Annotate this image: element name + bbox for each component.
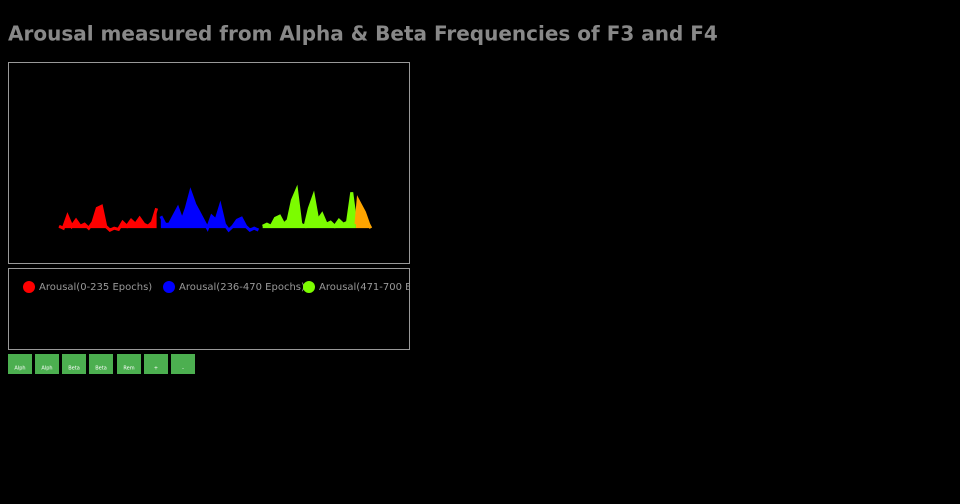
button[interactable] xyxy=(35,354,59,374)
legend-label: Arousal(0-235 Epochs) xyxy=(39,282,152,293)
button[interactable] xyxy=(144,354,168,374)
toolbar: Alph Alph Beta Beta Rem + - xyxy=(8,354,195,374)
plot-area xyxy=(58,184,373,233)
line xyxy=(262,184,358,229)
legend-label: Arousal(236-470 Epochs) xyxy=(179,282,305,293)
legend-marker xyxy=(163,281,175,293)
button-label[interactable]: Alph xyxy=(14,366,25,372)
area xyxy=(160,192,259,231)
button-label[interactable]: Alph xyxy=(41,366,52,372)
button-label[interactable]: Beta xyxy=(68,366,80,372)
button[interactable] xyxy=(8,354,32,374)
legend: Arousal(0-235 Epochs) Arousal(236-470 Epo… xyxy=(23,281,445,293)
title: Arousal measured from Alpha & Beta Frequ… xyxy=(8,22,718,46)
legend-marker xyxy=(303,281,315,293)
button[interactable] xyxy=(117,354,141,374)
button[interactable] xyxy=(171,354,195,374)
button-label[interactable]: + xyxy=(154,366,158,372)
plot-frame xyxy=(8,62,410,264)
line xyxy=(58,204,159,232)
line xyxy=(354,195,373,229)
legend-label: Arousal(471-700 Epochs) xyxy=(319,282,445,293)
button-label[interactable]: Rem xyxy=(123,366,134,372)
button-label[interactable]: Beta xyxy=(95,366,107,372)
legend-marker xyxy=(23,281,35,293)
line xyxy=(159,187,260,233)
legend-frame xyxy=(8,268,410,350)
area xyxy=(59,206,157,231)
button-label[interactable]: - xyxy=(182,366,184,372)
button[interactable] xyxy=(62,354,86,374)
button[interactable] xyxy=(89,354,113,374)
